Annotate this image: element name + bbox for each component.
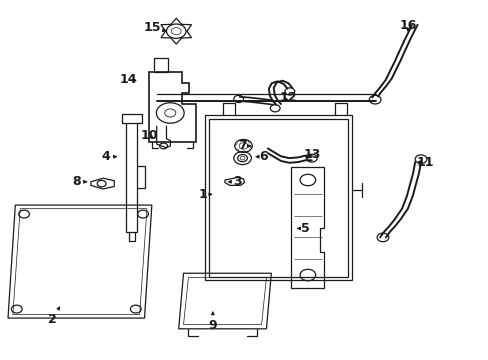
Text: 10: 10 [141, 129, 158, 142]
Text: 8: 8 [72, 175, 86, 188]
Text: 5: 5 [297, 222, 309, 235]
Text: 15: 15 [143, 21, 166, 34]
Text: 13: 13 [303, 148, 320, 161]
Text: 3: 3 [228, 175, 241, 188]
Text: 2: 2 [47, 307, 60, 327]
Text: 16: 16 [398, 19, 416, 32]
Text: 9: 9 [208, 312, 217, 332]
Text: 4: 4 [101, 150, 116, 163]
Text: 11: 11 [415, 156, 433, 168]
Text: 6: 6 [256, 150, 268, 163]
Text: 7: 7 [238, 139, 250, 152]
Text: 12: 12 [279, 91, 297, 104]
Text: 1: 1 [198, 188, 211, 201]
Text: 14: 14 [120, 73, 137, 86]
